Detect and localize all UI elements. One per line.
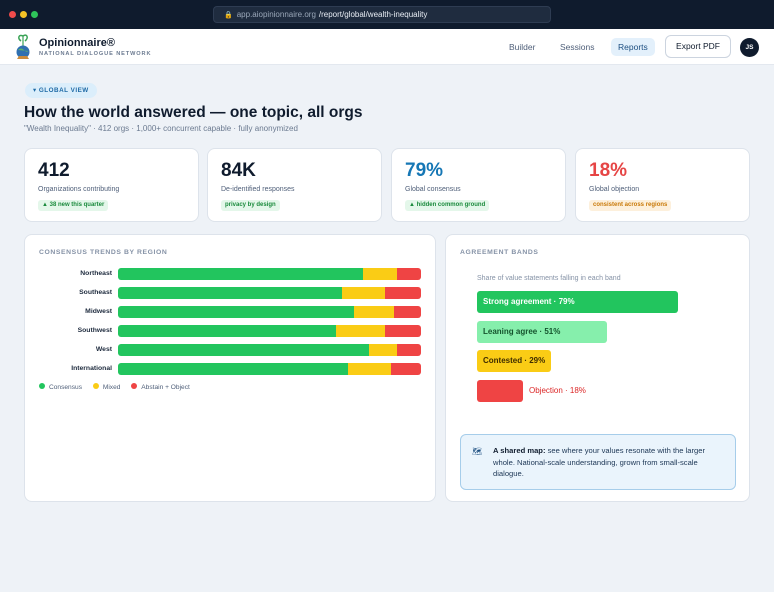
panel-title: CONSENSUS TRENDS BY REGION [39, 249, 168, 256]
opinionnaire-logo [16, 34, 30, 59]
brand-name: Opinionnaire® [39, 37, 115, 49]
stat-value: 79% [405, 160, 444, 181]
bar-segment-consensus [118, 268, 364, 280]
stat-card-organizations: 412 Organizations contributing ▲ 38 new … [24, 148, 199, 222]
stat-value: 412 [38, 160, 70, 181]
global-view-dropdown[interactable]: ▾ GLOBAL VIEW [25, 83, 97, 98]
band-label: Objection · 18% [529, 385, 586, 395]
band-label: Leaning agree · 51% [483, 326, 561, 336]
stat-tag: privacy by design [221, 200, 280, 211]
region-bar[interactable] [118, 306, 421, 318]
bar-segment-mixed [342, 287, 385, 299]
region-label: West [95, 346, 112, 353]
legend-dot-mixed [92, 383, 99, 389]
bar-segment-objection [396, 268, 421, 280]
legend-mixed: Mixed [102, 383, 121, 391]
bar-segment-consensus [118, 325, 337, 337]
region-bar[interactable] [118, 287, 421, 299]
region-bar[interactable] [118, 363, 421, 375]
band-bar: Strong agreement · 79% [477, 291, 679, 313]
stat-tag: ▲ 38 new this quarter [38, 200, 109, 211]
legend-objection: Abstain + Object [141, 383, 190, 391]
url-path: /report/global/wealth-inequality [318, 10, 428, 19]
legend-dot-objection [131, 383, 138, 389]
bar-segment-consensus [118, 306, 355, 318]
user-avatar[interactable]: JS [740, 38, 759, 57]
bar-segment-consensus [118, 363, 349, 375]
region-bar[interactable] [118, 344, 421, 356]
note-text: see where your values resonate with the … [493, 446, 706, 479]
band-label: Contested · 29% [483, 356, 546, 365]
bar-segment-consensus [118, 344, 370, 356]
region-label: International [71, 365, 112, 372]
brand-tagline: NATIONAL DIALOGUE NETWORK [39, 51, 152, 57]
stat-value: 84K [221, 160, 256, 181]
lock-icon: 🔒 [224, 12, 233, 19]
region-label: Midwest [85, 308, 112, 315]
consensus-trends-panel: CONSENSUS TRENDS BY REGION Northeast Sout… [24, 234, 436, 502]
legend-consensus: Consensus [49, 383, 82, 391]
page-subtitle: "Wealth Inequality" · 412 orgs · 1,000+ … [24, 124, 298, 133]
region-bar[interactable] [118, 325, 421, 337]
close-window-button[interactable] [9, 11, 16, 18]
nav-sessions[interactable]: Sessions [560, 42, 595, 52]
browser-chrome: 🔒 app.aiopinionnaire.org/report/global/we… [0, 0, 774, 29]
region-label: Southeast [79, 289, 112, 296]
export-pdf-button[interactable]: Export PDF [665, 35, 731, 58]
bar-segment-mixed [348, 363, 391, 375]
bar-segment-mixed [354, 306, 394, 318]
stat-value: 18% [589, 160, 628, 181]
nav-reports[interactable]: Reports [611, 38, 655, 56]
bar-segment-mixed [363, 268, 397, 280]
band-label: Strong agreement · 79% [483, 297, 575, 306]
bar-segment-mixed [336, 325, 385, 337]
note-bold: A shared map: [493, 446, 546, 455]
bar-segment-mixed [369, 344, 397, 356]
stat-label: Global objection [589, 186, 640, 193]
region-label: Northeast [80, 270, 112, 277]
band-bar: Objection · 18% [477, 379, 586, 402]
minimize-window-button[interactable] [20, 11, 27, 18]
band-bar: Contested · 29% [477, 350, 551, 372]
address-bar[interactable]: 🔒 app.aiopinionnaire.org/report/global/we… [213, 6, 551, 23]
panel-title: AGREEMENT BANDS [460, 249, 539, 256]
region-label: Southwest [77, 327, 112, 334]
stat-card-objection: 18% Global objection consistent across r… [575, 148, 750, 222]
bar-segment-consensus [118, 287, 343, 299]
bar-segment-objection [393, 306, 421, 318]
nav-builder[interactable]: Builder [509, 42, 536, 52]
band-bar: Leaning agree · 51% [477, 320, 608, 343]
trends-legend: Consensus Mixed Abstain + Object [39, 383, 199, 391]
maximize-window-button[interactable] [31, 11, 38, 18]
stat-card-responses: 84K De-identified responses privacy by d… [207, 148, 382, 222]
stat-card-consensus: 79% Global consensus ▲ hidden common gro… [391, 148, 566, 222]
url-host: app.aiopinionnaire.org [236, 10, 316, 19]
page-title: How the world answered — one topic, all … [24, 104, 363, 121]
bar-segment-objection [384, 325, 421, 337]
stat-tag: consistent across regions [589, 200, 672, 211]
shared-map-note: 🗺 A shared map: see where your values re… [460, 434, 736, 490]
map-icon: 🗺 [472, 447, 483, 456]
bar-segment-objection [396, 344, 421, 356]
bar-segment-objection [390, 363, 421, 375]
stat-label: Global consensus [405, 186, 461, 193]
stat-tag: ▲ hidden common ground [405, 200, 490, 211]
bands-caption: Share of value statements falling in eac… [477, 275, 621, 282]
legend-dot-consensus [39, 383, 45, 389]
agreement-bands-panel: AGREEMENT BANDS Share of value statement… [445, 234, 750, 502]
stat-label: Organizations contributing [38, 186, 120, 193]
region-bar[interactable] [118, 268, 421, 280]
stat-label: De-identified responses [221, 186, 295, 193]
bar-segment-objection [384, 287, 421, 299]
app-header: Opinionnaire® NATIONAL DIALOGUE NETWORK … [0, 29, 774, 65]
